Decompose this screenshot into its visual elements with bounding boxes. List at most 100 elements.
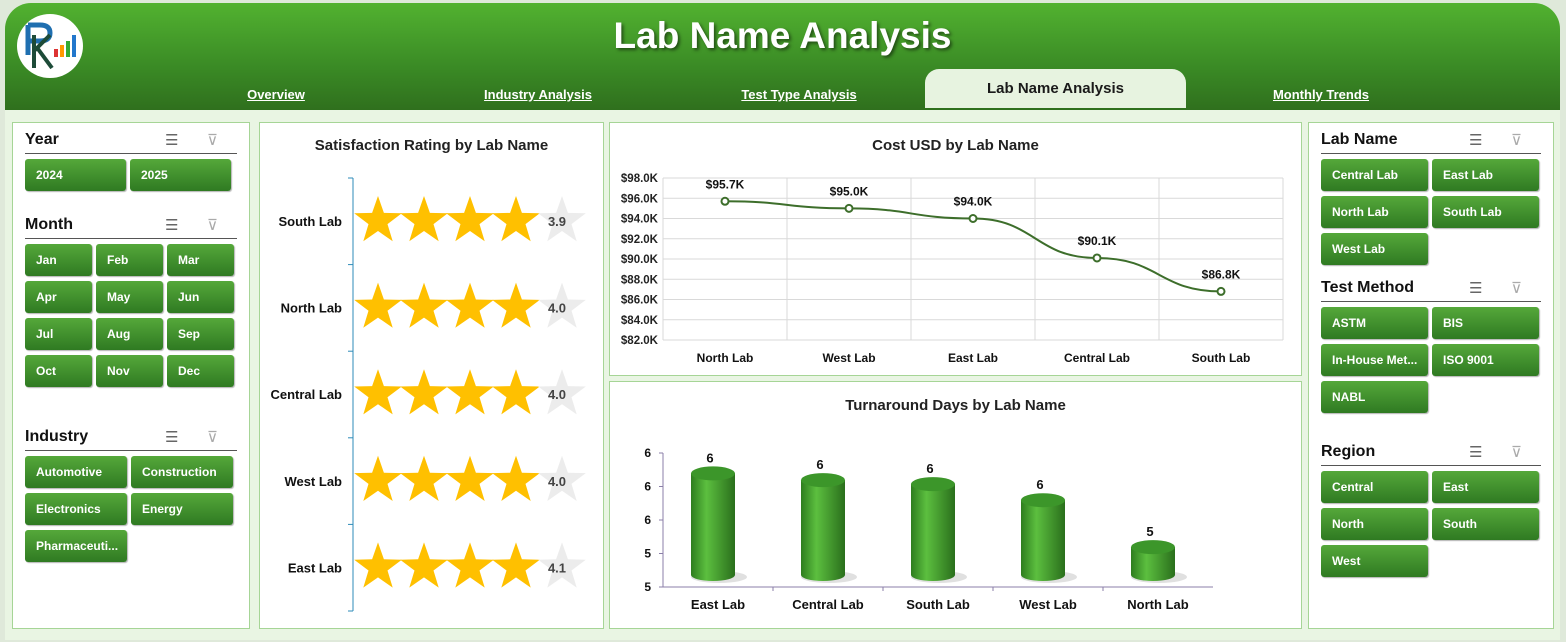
test-method-slicer-item[interactable]: BIS <box>1432 307 1539 339</box>
data-label: 4.0 <box>548 474 566 489</box>
tab-monthly-trends[interactable]: Monthly Trends <box>1272 87 1370 102</box>
test-method-slicer-item[interactable]: ISO 9001 <box>1432 344 1539 376</box>
multi-select-icon[interactable]: ☰ <box>1469 132 1483 149</box>
lab-name-slicer-item[interactable]: West Lab <box>1321 233 1428 265</box>
chart-title: Turnaround Days by Lab Name <box>845 397 1066 414</box>
y-tick-label: $94.0K <box>621 214 659 226</box>
lab-name-slicer-item[interactable]: North Lab <box>1321 196 1428 228</box>
multi-select-icon[interactable]: ☰ <box>165 429 179 446</box>
clear-filter-icon[interactable]: ⊽ <box>1511 444 1522 461</box>
month-slicer-title: Month <box>25 216 73 233</box>
data-point <box>844 203 854 213</box>
x-tick-label: Central Lab <box>1064 351 1130 365</box>
tab-test-type-analysis[interactable]: Test Type Analysis <box>741 87 857 102</box>
multi-select-icon[interactable]: ☰ <box>165 132 179 149</box>
month-slicer-item[interactable]: May <box>96 281 163 313</box>
lab-name-slicer-item[interactable]: South Lab <box>1432 196 1539 228</box>
data-label: 4.0 <box>548 387 566 402</box>
multi-select-icon[interactable]: ☰ <box>165 217 179 234</box>
multi-select-icon[interactable]: ☰ <box>1469 280 1483 297</box>
rating-star <box>492 369 540 415</box>
data-label: 6 <box>706 450 713 465</box>
category-label: East Lab <box>288 560 342 575</box>
rating-star <box>354 542 402 588</box>
tab-industry-analysis[interactable]: Industry Analysis <box>484 87 592 102</box>
header-banner: Lab Name Analysis <box>5 3 1560 111</box>
test-method-slicer-item[interactable]: ASTM <box>1321 307 1428 339</box>
tab-lab-name-analysis[interactable]: Lab Name Analysis <box>925 69 1186 108</box>
left-filter-panel: Year ☰ ⊽ 2024 2025 Month ☰ ⊽ Jan Feb Mar Apr May Jun J… <box>12 122 250 629</box>
data-label: 6 <box>1036 477 1043 492</box>
month-slicer-item[interactable]: Jul <box>25 318 92 350</box>
y-tick-label: $96.0K <box>621 193 659 205</box>
industry-slicer-item[interactable]: Construction <box>131 456 233 488</box>
rating-star <box>446 196 494 242</box>
month-slicer-item[interactable]: Jan <box>25 244 92 276</box>
industry-slicer-item[interactable]: Automotive <box>25 456 127 488</box>
y-tick-label: $88.0K <box>621 274 659 286</box>
x-tick-label: North Lab <box>1127 597 1188 612</box>
region-slicer-item[interactable]: East <box>1432 471 1539 503</box>
rating-star <box>400 282 448 328</box>
tab-overview[interactable]: Overview <box>247 87 305 102</box>
category-label: North Lab <box>281 301 342 316</box>
lab-name-slicer-item[interactable]: Central Lab <box>1321 159 1428 191</box>
rating-star <box>492 542 540 588</box>
lab-name-slicer-title: Lab Name <box>1321 131 1398 148</box>
region-slicer-item[interactable]: South <box>1432 508 1539 540</box>
month-slicer-item[interactable]: Dec <box>167 355 234 387</box>
clear-filter-icon[interactable]: ⊽ <box>1511 280 1522 297</box>
region-slicer-item[interactable]: North <box>1321 508 1428 540</box>
month-slicer-item[interactable]: Sep <box>167 318 234 350</box>
industry-slicer-item[interactable]: Electronics <box>25 493 127 525</box>
region-slicer-item[interactable]: West <box>1321 545 1428 577</box>
y-tick-label: 5 <box>644 580 651 594</box>
right-filter-panel: Lab Name ☰ ⊽ Central Lab East Lab North Lab So… <box>1308 122 1554 629</box>
x-tick-label: West Lab <box>822 351 875 365</box>
data-label: $95.7K <box>706 177 745 191</box>
data-label: 5 <box>1146 524 1153 539</box>
bar <box>691 473 735 581</box>
divider <box>25 153 237 154</box>
month-slicer-item[interactable]: Apr <box>25 281 92 313</box>
year-slicer-title: Year <box>25 131 59 148</box>
empty-star <box>538 196 586 242</box>
page-title: Lab Name Analysis <box>613 15 952 56</box>
test-method-slicer-item[interactable]: In-House Met... <box>1321 344 1428 376</box>
y-tick-label: 6 <box>644 480 651 494</box>
month-slicer-item[interactable]: Oct <box>25 355 92 387</box>
data-label: 4.0 <box>548 301 566 316</box>
clear-filter-icon[interactable]: ⊽ <box>207 132 218 149</box>
y-tick-label: $82.0K <box>621 335 659 347</box>
multi-select-icon[interactable]: ☰ <box>1469 444 1483 461</box>
y-tick-label: $86.0K <box>621 295 659 307</box>
month-slicer-item[interactable]: Mar <box>167 244 234 276</box>
x-tick-label: West Lab <box>1019 597 1077 612</box>
industry-slicer-item[interactable]: Pharmaceuti... <box>25 530 127 562</box>
y-tick-label: $98.0K <box>621 173 659 185</box>
region-slicer-item[interactable]: Central <box>1321 471 1428 503</box>
rating-star <box>492 455 540 501</box>
month-slicer-item[interactable]: Jun <box>167 281 234 313</box>
bar-top <box>801 473 845 488</box>
test-method-slicer-item[interactable]: NABL <box>1321 381 1428 413</box>
rating-star <box>354 369 402 415</box>
month-slicer-item[interactable]: Aug <box>96 318 163 350</box>
month-slicer-item[interactable]: Feb <box>96 244 163 276</box>
lab-name-slicer-item[interactable]: East Lab <box>1432 159 1539 191</box>
bar-top <box>1021 493 1065 508</box>
clear-filter-icon[interactable]: ⊽ <box>207 217 218 234</box>
rating-star <box>446 282 494 328</box>
year-slicer-item[interactable]: 2025 <box>130 159 231 191</box>
clear-filter-icon[interactable]: ⊽ <box>207 429 218 446</box>
clear-filter-icon[interactable]: ⊽ <box>1511 132 1522 149</box>
bar-top <box>911 477 955 492</box>
rating-star <box>446 542 494 588</box>
rating-star <box>492 196 540 242</box>
divider <box>1321 301 1541 302</box>
rating-star <box>400 455 448 501</box>
year-slicer-item[interactable]: 2024 <box>25 159 126 191</box>
category-label: South Lab <box>278 214 342 229</box>
industry-slicer-item[interactable]: Energy <box>131 493 233 525</box>
month-slicer-item[interactable]: Nov <box>96 355 163 387</box>
